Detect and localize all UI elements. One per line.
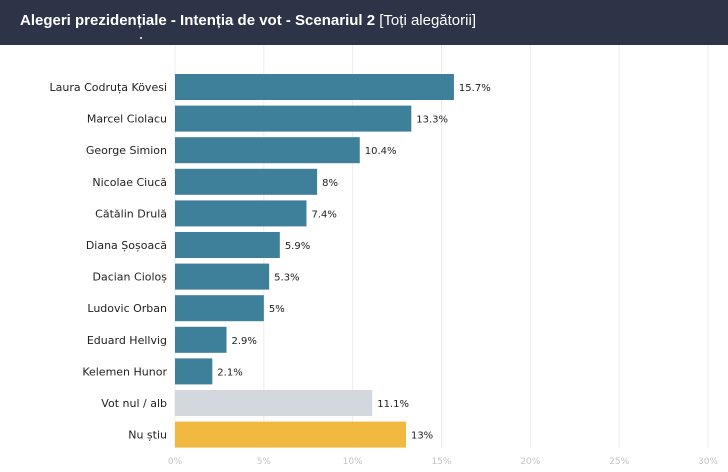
value-label: 5.3% xyxy=(274,273,299,284)
bar xyxy=(175,390,373,416)
bar xyxy=(175,421,406,448)
bar xyxy=(175,263,270,290)
category-label: Eduard Hellvig xyxy=(87,334,167,347)
chart-labels: Laura Codruța Kövesi 15.7% Marcel Ciolacu 1… xyxy=(50,81,491,442)
category-label: Laura Codruța Kövesi xyxy=(50,81,168,94)
x-tick-label: 0% xyxy=(168,457,183,467)
bar xyxy=(175,137,360,164)
bar-chart: Laura Codruța Kövesi 15.7% Marcel Ciolacu 1… xyxy=(50,45,719,467)
header-dot xyxy=(140,37,142,39)
x-tick-label: 20% xyxy=(520,457,540,467)
chart-header: Alegeri prezidențiale - Intenția de vot … xyxy=(0,0,728,45)
category-label: Diana Șoșoacă xyxy=(86,239,167,252)
value-label: 7.4% xyxy=(311,209,336,220)
x-tick-label: 5% xyxy=(257,457,272,467)
category-label: Kelemen Hunor xyxy=(82,365,167,378)
chart-bars xyxy=(175,74,454,448)
value-label: 13.3% xyxy=(416,115,448,126)
category-label: George Simion xyxy=(86,144,167,157)
category-label: Vot nul / alb xyxy=(101,397,167,410)
x-tick-label: 30% xyxy=(698,457,718,467)
value-label: 11.1% xyxy=(377,399,409,410)
value-label: 2.9% xyxy=(232,336,257,347)
value-label: 5% xyxy=(269,304,285,315)
chart-title-main: Alegeri prezidențiale - Intenția de vot … xyxy=(20,12,376,29)
category-label: Nu știu xyxy=(128,429,167,442)
value-label: 15.7% xyxy=(459,83,491,94)
x-tick-label: 25% xyxy=(609,457,629,467)
chart-x-axis: 0% 5% 10% 15% 20% 25% 30% xyxy=(168,457,719,467)
chart-title: Alegeri prezidențiale - Intenția de vot … xyxy=(20,12,476,29)
bar xyxy=(175,74,454,100)
chart-title-bracket: [Toți alegătorii] xyxy=(379,12,476,29)
bar xyxy=(175,232,280,258)
x-tick-label: 15% xyxy=(431,457,451,467)
bar xyxy=(175,168,318,195)
bar xyxy=(175,326,227,353)
category-label: Ludovic Orban xyxy=(87,302,167,315)
value-label: 10.4% xyxy=(365,146,397,157)
bar xyxy=(175,105,412,132)
value-label: 8% xyxy=(322,178,338,189)
category-label: Nicolae Ciucă xyxy=(92,176,167,189)
value-label: 5.9% xyxy=(285,241,310,252)
bar xyxy=(175,200,307,227)
category-label: Dacian Cioloș xyxy=(92,271,167,284)
value-label: 13% xyxy=(411,431,433,442)
bar xyxy=(175,358,213,385)
category-label: Cătălin Drulă xyxy=(95,207,167,220)
bar xyxy=(175,295,264,322)
category-label: Marcel Ciolacu xyxy=(87,113,167,126)
x-tick-label: 10% xyxy=(343,457,363,467)
value-label: 2.1% xyxy=(217,367,242,378)
